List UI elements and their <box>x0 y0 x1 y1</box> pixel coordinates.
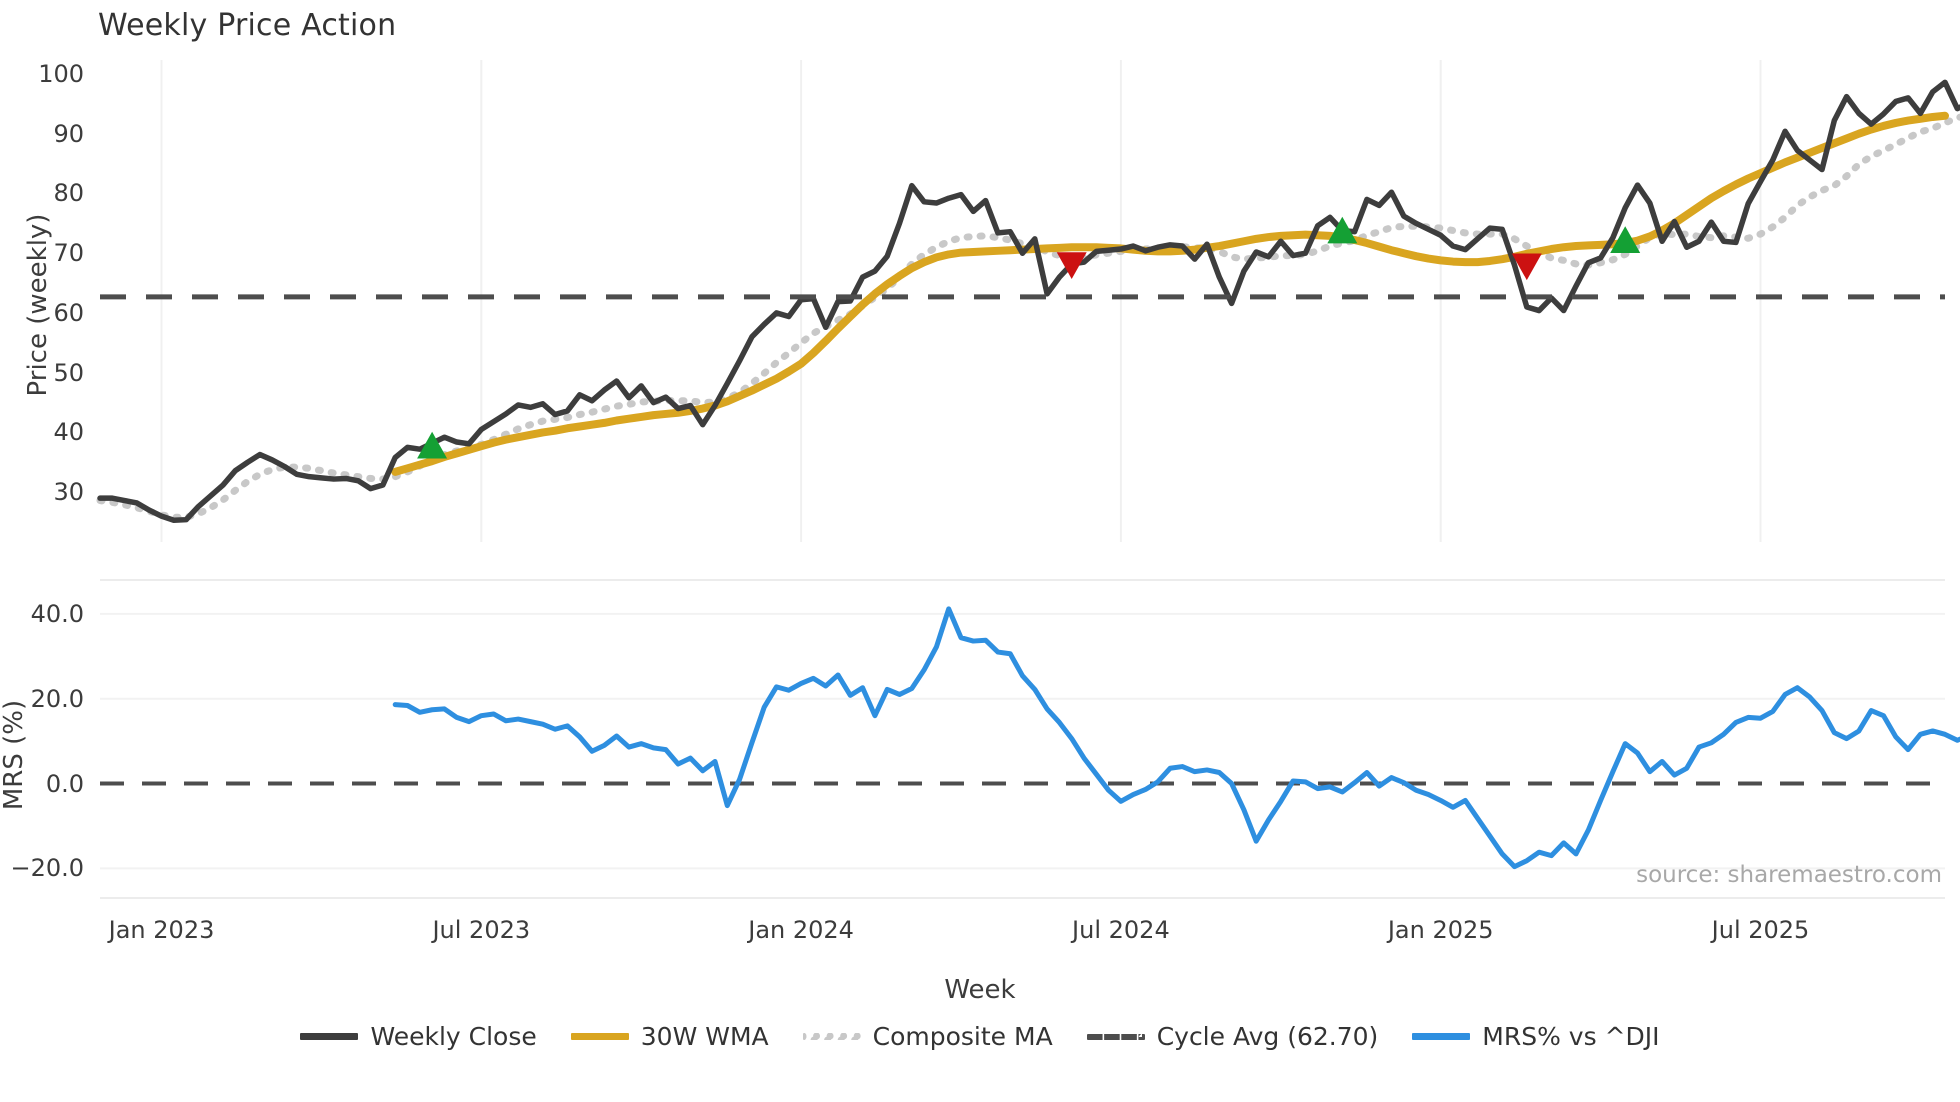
axis-tick-label: 50 <box>53 358 84 387</box>
legend-item[interactable]: Cycle Avg (62.70) <box>1086 1022 1379 1051</box>
legend-swatch-icon <box>570 1033 629 1040</box>
series-30w-wma <box>391 111 1949 476</box>
legend-item[interactable]: 30W WMA <box>570 1022 769 1051</box>
axis-tick-label: 100 <box>38 59 84 88</box>
legend-label: Composite MA <box>872 1022 1053 1051</box>
legend-item[interactable]: MRS% vs ^DJI <box>1412 1022 1660 1051</box>
legend-label: Weekly Close <box>370 1022 537 1051</box>
legend-label: Cycle Avg (62.70) <box>1156 1022 1379 1051</box>
axis-tick-label: 0.0 <box>45 769 84 798</box>
legend-swatch-icon <box>1412 1033 1471 1040</box>
axis-tick-label: Jul 2023 <box>432 916 531 944</box>
legend-item[interactable]: Composite MA <box>802 1022 1053 1051</box>
series-mrs-percent <box>392 606 1960 870</box>
axis-tick-label: 30 <box>53 478 84 507</box>
legend-swatch-icon <box>802 1033 861 1040</box>
axis-tick-label: 80 <box>53 179 84 208</box>
source-note: source: sharemaestro.com <box>1636 862 1942 888</box>
axis-tick-label: Jan 2024 <box>748 916 854 944</box>
axis-tick-label: Jul 2024 <box>1072 916 1170 944</box>
axis-tick-label: 20.0 <box>30 684 84 713</box>
axis-tick-label: 40 <box>53 418 84 447</box>
axis-tick-label: 60 <box>53 298 84 327</box>
axis-tick-label: Jan 2023 <box>108 916 215 944</box>
series-weekly-close <box>97 79 1960 524</box>
x-axis-label: Week <box>944 975 1016 1005</box>
sell-signal-marker <box>1056 252 1087 279</box>
chart-title: Weekly Price Action <box>98 8 397 43</box>
axis-tick-label: 90 <box>53 119 84 148</box>
chart-legend: Weekly Close 30W WMA Composite MA Cycle Avg… <box>0 1022 1960 1051</box>
axis-tick-label: 40.0 <box>30 599 84 628</box>
buy-signal-marker <box>417 431 448 459</box>
legend-item[interactable]: Weekly Close <box>300 1022 537 1051</box>
axis-tick-label: 70 <box>53 239 84 268</box>
series-composite-ma <box>96 113 1960 521</box>
sell-signal-marker <box>1511 253 1542 281</box>
axis-tick-label: Jan 2025 <box>1387 916 1494 944</box>
legend-swatch-icon <box>300 1033 359 1040</box>
axis-tick-label: −20.0 <box>10 854 84 883</box>
legend-label: MRS% vs ^DJI <box>1482 1022 1660 1051</box>
buy-signal-marker <box>1610 226 1641 253</box>
buy-signal-marker <box>1327 216 1358 244</box>
legend-swatch-icon <box>1086 1033 1145 1040</box>
axis-tick-label: Jul 2025 <box>1711 916 1810 944</box>
legend-label: 30W WMA <box>640 1022 769 1051</box>
